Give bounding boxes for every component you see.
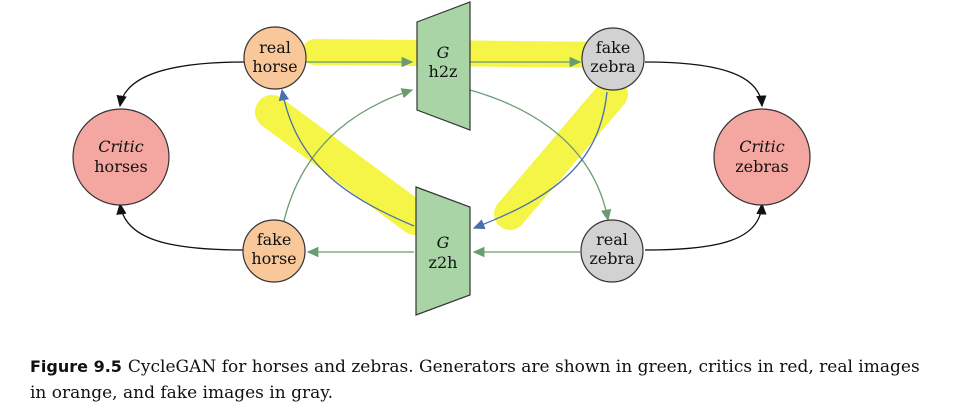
critic-zebras-line1: Critic (739, 137, 785, 156)
generator-z2h-label: z2h (429, 253, 458, 272)
real-horse-line1: real (259, 38, 291, 57)
caption-text: CycleGAN for horses and zebras. Generato… (30, 357, 920, 403)
arrow-g-z2h-to-real-horse (278, 88, 415, 227)
generator-z2h: G z2h (415, 186, 471, 316)
node-real-zebra: real zebra (580, 219, 644, 283)
generator-z2h-shape (415, 186, 471, 316)
node-critic-horses: Critic horses (72, 108, 170, 206)
highlight-right-diagonal (494, 78, 628, 230)
critic-zebras-circle (713, 108, 811, 206)
fake-zebra-circle (581, 27, 645, 91)
generator-z2h-symbol: G (437, 233, 450, 252)
node-fake-horse: fake horse (242, 219, 306, 283)
arrow-real-horse-to-critic-horses (116, 61, 246, 108)
fake-horse-circle (242, 219, 306, 283)
node-fake-zebra: fake zebra (581, 27, 645, 91)
critic-horses-circle (72, 108, 170, 206)
critic-zebras-line2: zebras (735, 157, 789, 176)
cyclegan-diagram: G h2z G z2h real horse fake zebra fake h… (72, 1, 811, 316)
generator-h2z-shape (416, 1, 471, 131)
highlight-left-diagonal (255, 95, 432, 235)
figure-caption: Figure 9.5 CycleGAN for horses and zebras… (30, 354, 930, 406)
figure-label: Figure 9.5 (30, 357, 122, 376)
node-critic-zebras: Critic zebras (713, 108, 811, 206)
real-horse-circle (243, 26, 307, 90)
fake-horse-line1: fake (257, 230, 292, 249)
arrow-fake-zebra-to-critic-zebras (644, 61, 767, 108)
real-zebra-line1: real (596, 230, 628, 249)
critic-horses-line2: horses (94, 157, 147, 176)
real-horse-line2: horse (252, 57, 297, 76)
fake-zebra-line2: zebra (590, 57, 636, 76)
real-zebra-line2: zebra (589, 249, 635, 268)
fake-horse-line2: horse (251, 249, 296, 268)
arrow-fake-zebra-to-g-z2h (472, 91, 608, 230)
node-real-horse: real horse (243, 26, 307, 90)
arrow-fake-horse-to-g-h2z (282, 88, 414, 226)
fake-zebra-line1: fake (596, 38, 631, 57)
generator-h2z: G h2z (416, 1, 471, 131)
arrow-g-h2z-to-real-zebra (469, 89, 612, 222)
real-zebra-circle (580, 219, 644, 283)
generator-h2z-label: h2z (429, 62, 458, 81)
arrow-fake-horse-to-critic-horses (116, 202, 246, 251)
arrow-real-zebra-to-critic-zebras (644, 202, 767, 251)
generator-h2z-symbol: G (437, 43, 450, 62)
critic-horses-line1: Critic (98, 137, 144, 156)
